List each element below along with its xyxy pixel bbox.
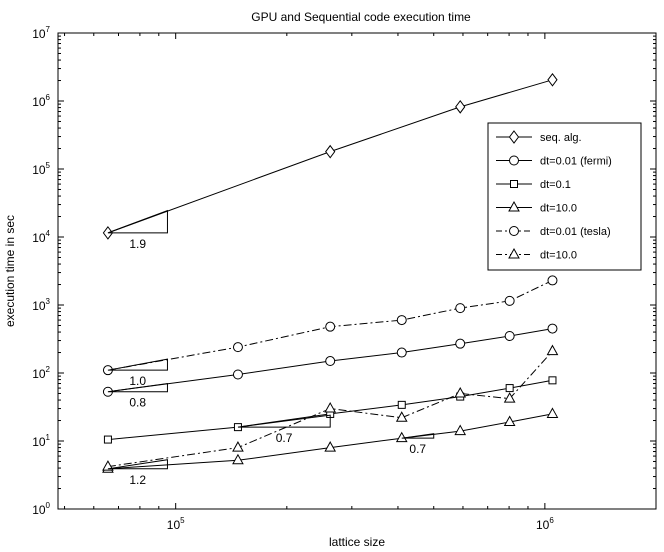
- data-point: [324, 402, 337, 413]
- plot-area: [57, 32, 657, 510]
- y-tick-label: 103: [32, 297, 50, 313]
- data-point: [324, 441, 337, 452]
- legend-label: dt=10.0: [540, 250, 577, 262]
- data-point: [232, 369, 243, 380]
- y-tick-label: 106: [32, 93, 50, 109]
- legend-marker: [508, 130, 520, 144]
- x-tick-label: 106: [536, 516, 554, 532]
- axis-ticks: 100 101 102 103 104 105 106 107 105 106: [32, 25, 656, 532]
- legend-entry: dt=0.01 (fermi): [496, 155, 612, 168]
- data-point: [454, 424, 467, 436]
- slope-triangle-shape: [107, 209, 168, 234]
- data-point: [325, 321, 336, 332]
- slope-label: 0.7: [276, 431, 293, 445]
- y-tick-label: 104: [32, 229, 50, 245]
- legend-entry: dt=10.0: [496, 200, 577, 215]
- slope-label: 1.9: [129, 237, 146, 251]
- data-point: [548, 376, 557, 385]
- legend-label: dt=0.01 (fermi): [540, 156, 612, 168]
- x-tick-label: 105: [167, 516, 185, 532]
- data-point: [102, 460, 114, 471]
- data-point: [455, 100, 466, 114]
- legend-marker: [510, 180, 518, 188]
- data-point: [455, 338, 466, 349]
- data-point: [546, 344, 559, 356]
- y-tick-label: 101: [32, 433, 50, 449]
- data-point: [547, 275, 558, 286]
- legend-box: [487, 122, 642, 271]
- slope-triangle: 1.9: [107, 209, 168, 251]
- data-point: [503, 392, 516, 403]
- slope-label: 0.8: [129, 396, 146, 410]
- data-point: [232, 453, 244, 465]
- legend-marker: [509, 226, 519, 236]
- data-point: [103, 435, 112, 444]
- slope-triangle: 1.2: [107, 459, 168, 487]
- legend-marker: [509, 155, 519, 166]
- slope-triangle: 1.0: [107, 358, 168, 388]
- data-point: [504, 331, 515, 342]
- data-point: [547, 323, 558, 334]
- data-point: [454, 386, 467, 398]
- legend-label: dt=0.01 (tesla): [540, 226, 611, 238]
- legend: seq. alg. dt=0.01 (fermi) dt=0.1 dt=10.0 dt=…: [487, 122, 642, 271]
- legend-label: dt=0.1: [540, 179, 571, 191]
- legend-entry: dt=0.01 (tesla): [496, 226, 611, 238]
- data-point: [232, 342, 243, 353]
- slope-triangle-shape: [237, 414, 331, 428]
- data-point: [395, 411, 408, 422]
- legend-entry: dt=0.1: [496, 179, 571, 191]
- y-tick-label: 102: [32, 365, 50, 381]
- data-point: [232, 441, 244, 452]
- data-point: [547, 72, 558, 87]
- legend-marker: [508, 200, 520, 212]
- data-point: [325, 356, 336, 367]
- slope-label: 1.2: [129, 473, 146, 487]
- slope-label: 0.7: [409, 442, 426, 456]
- legend-entry: seq. alg.: [496, 130, 582, 144]
- series-layer: [102, 72, 559, 473]
- y-tick-label: 100: [32, 501, 50, 517]
- slope-triangle-shape: [107, 459, 168, 470]
- data-point: [325, 144, 336, 159]
- y-tick-label: 105: [32, 161, 50, 177]
- slope-annotations: 1.9 1.0 0.8 0.7 0.7 1.2: [107, 209, 435, 487]
- legend-label: seq. alg.: [540, 132, 582, 144]
- series-line: [107, 79, 553, 234]
- data-point: [546, 407, 559, 418]
- data-point: [397, 400, 406, 409]
- data-point: [395, 431, 408, 443]
- slope-triangle: 0.8: [107, 382, 168, 410]
- x-axis-label: lattice size: [329, 535, 385, 549]
- slope-triangle: 0.7: [237, 414, 331, 445]
- y-tick-label: 107: [32, 25, 50, 41]
- data-point: [455, 303, 466, 314]
- legend-entry: dt=10.0: [496, 247, 577, 262]
- chart-title: GPU and Sequential code execution time: [251, 10, 471, 24]
- slope-label: 1.0: [129, 374, 146, 388]
- data-point: [396, 347, 407, 358]
- slope-triangle: 0.7: [401, 433, 435, 456]
- data-point: [503, 415, 516, 427]
- series-6: [102, 344, 559, 471]
- y-axis-label: execution time in sec: [3, 215, 17, 327]
- slope-triangle-shape: [107, 382, 168, 393]
- series-5: [102, 275, 558, 376]
- slope-triangle-shape: [107, 358, 168, 371]
- data-point: [504, 295, 515, 306]
- legend-marker: [508, 247, 520, 259]
- series-1: [102, 72, 558, 240]
- data-point: [505, 384, 514, 393]
- legend-label: dt=10.0: [540, 203, 577, 215]
- data-point: [396, 315, 407, 326]
- slope-triangle-shape: [401, 433, 435, 439]
